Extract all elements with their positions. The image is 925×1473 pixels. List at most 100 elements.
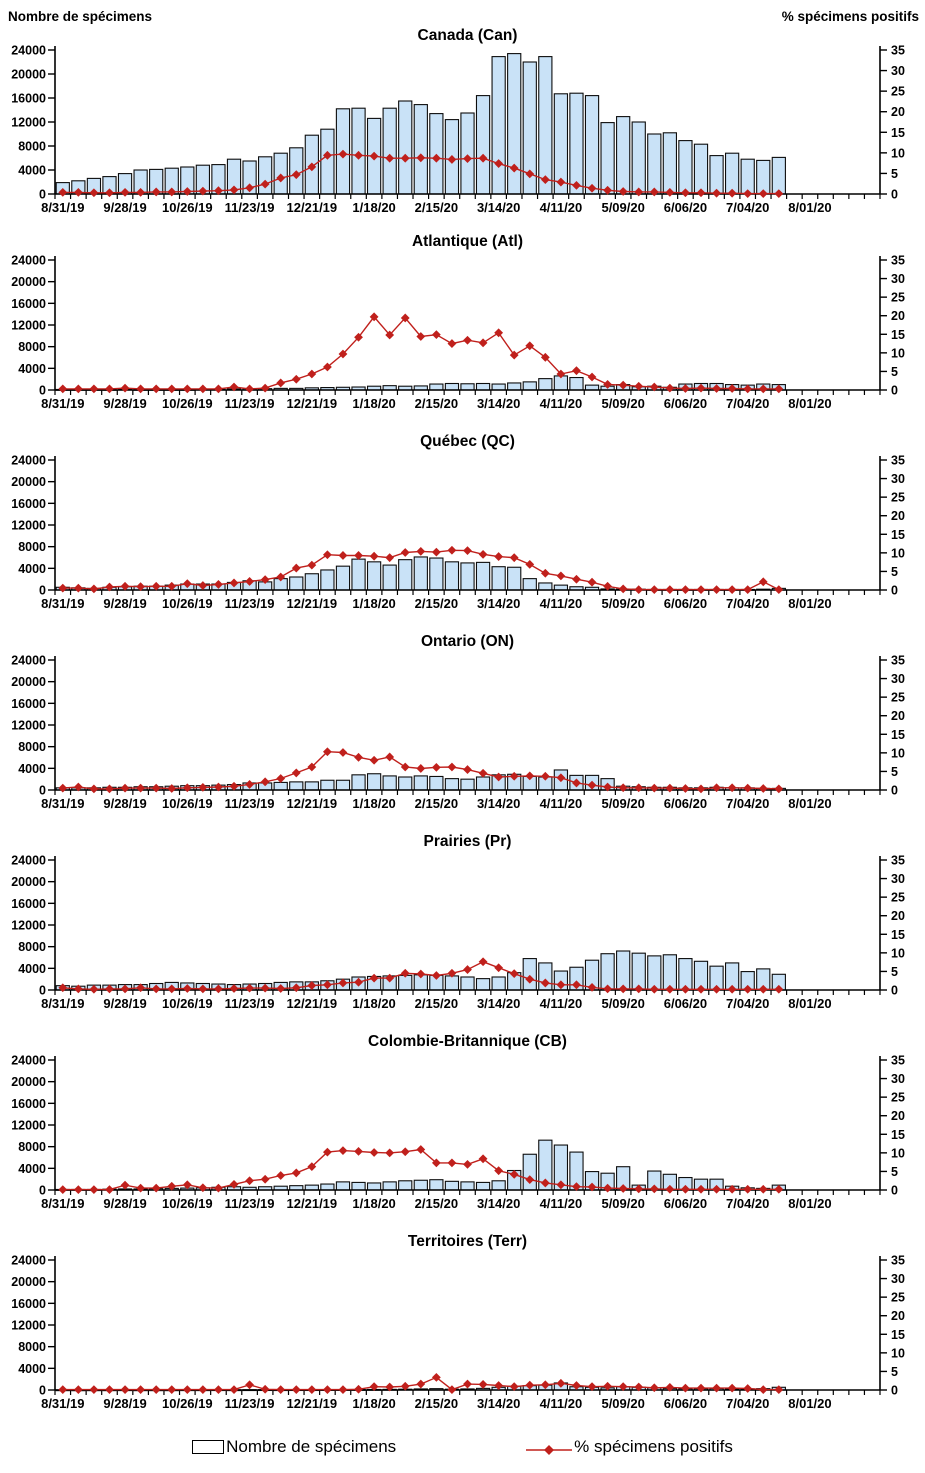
specimen-bar (398, 559, 413, 591)
positivity-line-swatch-icon (526, 1441, 573, 1455)
pct-positive-marker (89, 384, 99, 394)
figure-axis-titles: Nombre de spécimens % spécimens positifs (0, 0, 925, 24)
axis-label: 12000 (11, 719, 46, 733)
axis-label: 10 (891, 946, 905, 960)
chart-atlantique-svg: Atlantique (Atl) 0 4000 8000 12000 16000 20000… (11, 233, 905, 411)
specimen-bar (662, 954, 678, 991)
axis-label: 2/15/20 (415, 996, 458, 1011)
pct-positive-marker (167, 187, 177, 197)
pct-positive-marker (338, 978, 348, 988)
axis-label: 12/21/19 (287, 596, 338, 611)
pct-positive-marker (58, 384, 68, 394)
pct-positive-marker (634, 187, 644, 197)
axis-label: 20000 (11, 275, 46, 289)
specimen-bar (475, 1181, 491, 1191)
axis-label: 1/18/20 (352, 1396, 395, 1411)
pct-positive-marker (245, 577, 254, 586)
pct-positive-marker (276, 378, 286, 388)
pct-positive-marker (89, 984, 99, 994)
axis-label: 8/31/19 (41, 200, 84, 215)
pct-positive-marker (525, 559, 535, 569)
axis-label: 15 (891, 728, 905, 742)
axis-label: 6/06/20 (664, 396, 707, 411)
specimen-bar (366, 773, 382, 791)
axis-label: 20 (891, 1109, 905, 1123)
axis-label: 7/04/20 (726, 796, 769, 811)
pct-positive-marker (634, 585, 644, 595)
pct-positive-marker (182, 579, 192, 589)
pct-positive-marker (587, 183, 597, 193)
pct-positive-marker (385, 330, 395, 340)
specimen-bar (584, 95, 600, 195)
pct-positive-marker (509, 553, 519, 563)
axis-label: 16000 (11, 1097, 46, 1111)
pct-positive-marker (525, 169, 535, 179)
specimen-bar (475, 561, 491, 591)
pct-positive-marker (73, 583, 83, 593)
pct-positive-marker (369, 551, 379, 561)
pct-positive-marker (354, 1146, 363, 1156)
panel-ontario: Ontario (ON) 0 4000 8000 12000 16000 20000 2400… (0, 624, 925, 824)
axis-label: 11/23/19 (225, 200, 275, 215)
pct-positive-marker (354, 1384, 363, 1394)
axis-label: 6/06/20 (664, 1396, 707, 1411)
pct-positive-marker (494, 963, 504, 973)
pct-positive-marker (276, 1171, 286, 1180)
axis-label: 8000 (18, 940, 46, 954)
specimen-bar (444, 382, 460, 391)
pct-positive-marker (354, 551, 363, 560)
axis-label: 7/04/20 (726, 200, 769, 215)
pct-positive-marker (120, 1385, 130, 1395)
pct-positive-marker (369, 973, 379, 983)
axis-label: 3/14/20 (477, 996, 520, 1011)
axis-label: 20 (891, 709, 905, 723)
pct-positive-marker (276, 774, 286, 783)
pct-positive-marker (260, 1384, 270, 1394)
axis-label: 5/09/20 (601, 200, 644, 215)
pct-positive-marker (774, 384, 784, 394)
axis-label: 12/21/19 (287, 396, 338, 411)
axis-label: 9/28/19 (103, 1396, 146, 1411)
axis-label: 4/11/20 (540, 596, 583, 611)
pct-positive-marker (260, 383, 270, 393)
pct-positive-marker (354, 150, 363, 160)
pct-positive-marker (214, 984, 223, 994)
pct-positive-marker (743, 189, 753, 198)
pct-positive-marker (774, 784, 784, 794)
axis-label: 1/18/20 (352, 396, 395, 411)
specimen-bar (382, 564, 397, 591)
pct-positive-marker (696, 585, 706, 595)
pct-positive-marker (136, 187, 146, 197)
pct-positive-marker (618, 984, 628, 994)
axis-label: 1/18/20 (352, 1196, 395, 1211)
pct-positive-marker (634, 381, 644, 391)
pct-positive-marker (120, 783, 130, 793)
axis-label: 12/21/19 (287, 1396, 338, 1411)
pct-positive-marker (572, 366, 581, 376)
axis-label: 20000 (11, 875, 46, 889)
axis-label: 9/28/19 (103, 1196, 146, 1211)
axis-label: 2/15/20 (415, 396, 458, 411)
specimen-bars (55, 53, 786, 195)
pct-positive-marker (136, 384, 146, 394)
axis-label: 2/15/20 (415, 200, 458, 215)
pct-positive-marker (540, 568, 550, 578)
pct-positive-marker (681, 188, 690, 198)
pct-positive-marker (572, 980, 581, 990)
axis-label: 4000 (18, 562, 46, 576)
pct-positive-marker (431, 1158, 441, 1168)
pct-positive-marker (540, 978, 550, 988)
axis-label: 1/18/20 (352, 596, 395, 611)
pct-positive-line (58, 747, 784, 794)
pct-positive-marker (105, 984, 114, 994)
specimen-bar (569, 376, 584, 391)
pct-positive-marker (634, 1184, 644, 1194)
specimen-bar (491, 383, 506, 391)
pct-positive-marker (400, 313, 410, 323)
specimen-bar (491, 1180, 506, 1191)
axis-label: 25 (891, 1091, 905, 1105)
pct-positive-marker (634, 984, 644, 994)
pct-positive-marker (136, 582, 146, 592)
specimen-bar (475, 382, 491, 391)
axis-label: 10 (891, 746, 905, 760)
